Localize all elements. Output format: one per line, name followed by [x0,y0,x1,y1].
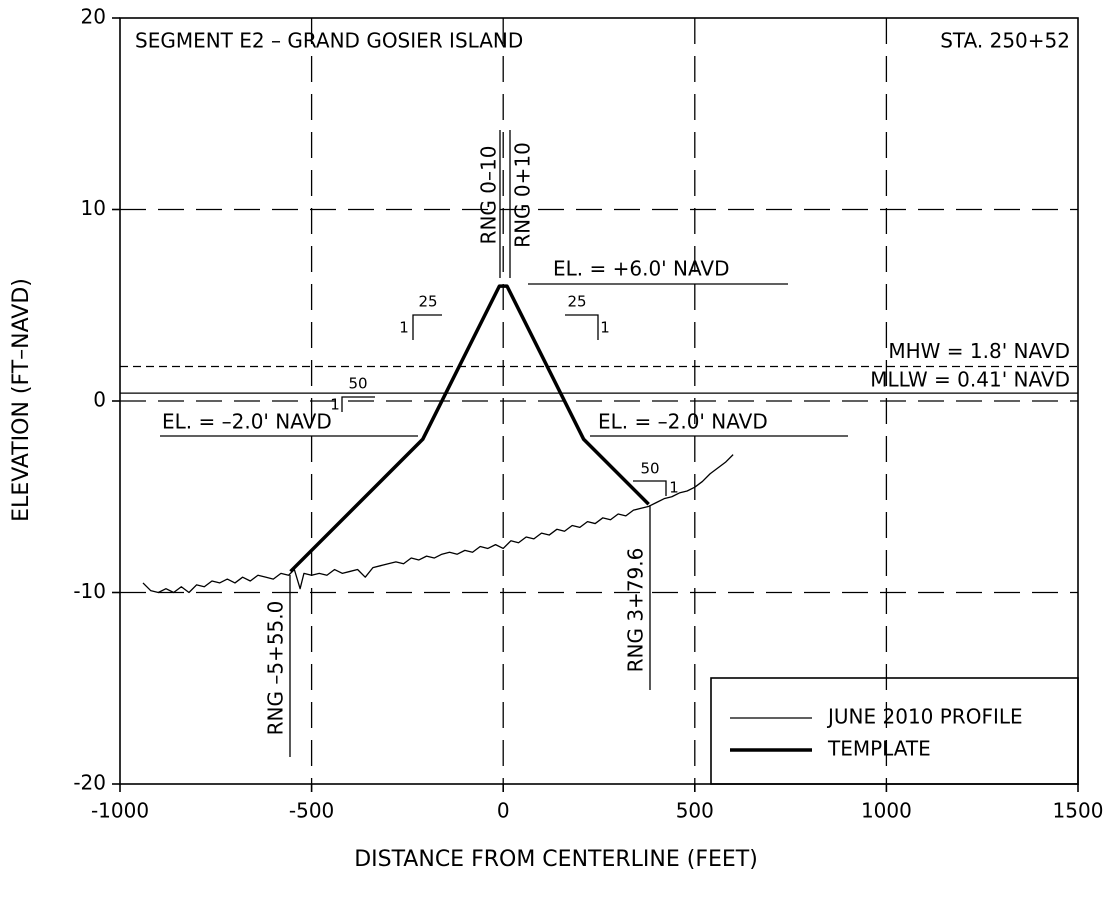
x-tick-label: 500 [676,799,714,823]
annotation: EL. = +6.0' NAVD [553,257,729,281]
x-tick-label: 1000 [861,799,912,823]
y-tick-label: 0 [93,388,106,412]
annotation: 1 [600,319,610,337]
x-tick-label: -500 [289,799,334,823]
legend-label: JUNE 2010 PROFILE [826,705,1023,729]
slope-bracket [412,314,442,340]
annotation: RNG 3+79.6 [624,548,648,673]
annotation: 1 [669,479,679,497]
annotation: SEGMENT E2 – GRAND GOSIER ISLAND [135,29,523,53]
x-tick-label: 0 [497,799,510,823]
annotation: EL. = –2.0' NAVD [598,410,768,434]
annotation: 1 [330,396,340,414]
y-tick-label: -10 [73,579,106,603]
x-axis-label: DISTANCE FROM CENTERLINE (FEET) [354,847,758,872]
y-tick-label: 10 [81,196,106,220]
x-tick-label: -1000 [91,799,149,823]
annotation: 50 [348,375,367,393]
plot-frame [119,17,1079,785]
drafting-marks [160,130,1079,785]
annotation: STA. 250+52 [940,29,1070,53]
legend-label: TEMPLATE [827,737,931,761]
annotation: RNG 0+10 [511,142,535,248]
annotation: 1 [399,319,409,337]
annotation: RNG –5+55.0 [264,601,288,736]
series-line [142,454,734,594]
annotation: 50 [640,460,659,478]
y-axis-label: ELEVATION (FT–NAVD) [9,278,34,522]
slope-bracket [341,396,375,412]
series-line [289,284,650,573]
annotation: EL. = –2.0' NAVD [162,410,332,434]
y-tick-label: -20 [73,771,106,795]
x-tick-label: 1500 [1053,799,1104,823]
y-tick-label: 20 [81,5,106,29]
annotation: 25 [567,293,586,311]
slope-bracket [565,314,599,340]
slope-bracket [633,480,667,496]
reference-label: MHW = 1.8' NAVD [888,339,1070,363]
legend-box [710,677,1079,785]
annotation: RNG 0–10 [477,146,501,245]
annotation: 25 [418,293,437,311]
reference-label: MLLW = 0.41' NAVD [870,368,1070,392]
